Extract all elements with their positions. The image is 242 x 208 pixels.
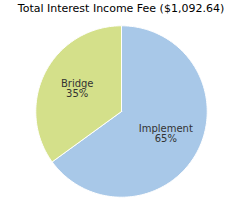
svg-text:Implement65%: Implement65%: [139, 123, 193, 144]
html-text:Total Interest Income Fee ($1,: Total Interest Income Fee ($1,092.64): [17, 2, 225, 15]
svg-text:Bridge35%: Bridge35%: [61, 78, 94, 99]
